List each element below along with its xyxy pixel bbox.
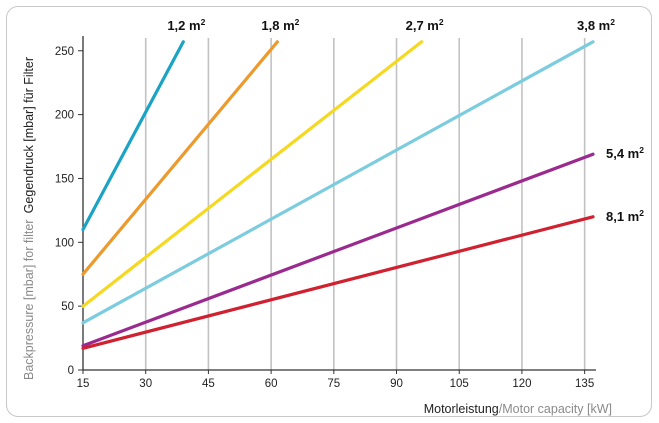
series-labels: 1,2 m2 1,8 m2 2,7 m2 3,8 m2 5,4 m2 8,1 m2	[167, 17, 644, 224]
axes	[78, 36, 596, 374]
series-line	[81, 40, 424, 308]
series-line	[81, 152, 595, 348]
chart-frame	[6, 6, 652, 417]
x-tick-labels: 15 30 45 60 75 90 105 120 135	[77, 378, 595, 390]
x-tick-label: 30	[139, 378, 152, 390]
series-label: 5,4 m2	[606, 145, 644, 161]
x-tick-label: 75	[327, 378, 340, 390]
series-lines	[81, 40, 595, 350]
series-line	[81, 40, 279, 276]
x-tick-label: 135	[575, 378, 594, 390]
x-tick-label: 120	[512, 378, 531, 390]
y-tick-label: 200	[55, 110, 74, 122]
series-label: 2,7 m2	[406, 17, 444, 33]
series-line	[81, 40, 595, 325]
y-tick-labels: 0 50 100 150 200 250	[55, 46, 74, 377]
x-tick-label: 60	[265, 378, 278, 390]
y-axis-label-de: Gegendruck [mbar] für Filter	[22, 57, 36, 213]
x-axis-label: Motorleistung/Motor capacity [kW]	[424, 402, 612, 416]
x-tick-label: 45	[202, 378, 215, 390]
series-label: 1,2 m2	[167, 17, 205, 33]
series-line	[81, 215, 595, 350]
y-tick-label: 150	[55, 173, 74, 185]
series-label: 3,8 m2	[577, 17, 615, 33]
series-label: 1,8 m2	[261, 17, 299, 33]
series-label: 8,1 m2	[606, 208, 644, 224]
y-tick-label: 100	[55, 237, 74, 249]
y-tick-label: 250	[55, 46, 74, 58]
y-tick-label: 50	[61, 301, 74, 313]
x-tick-label: 105	[450, 378, 469, 390]
series-line	[81, 40, 185, 232]
y-tick-label: 0	[68, 365, 74, 377]
y-axis-label-en: Backpressure [mbar] for filter	[22, 220, 36, 380]
x-tick-label: 90	[390, 378, 403, 390]
x-tick-label: 15	[77, 378, 90, 390]
